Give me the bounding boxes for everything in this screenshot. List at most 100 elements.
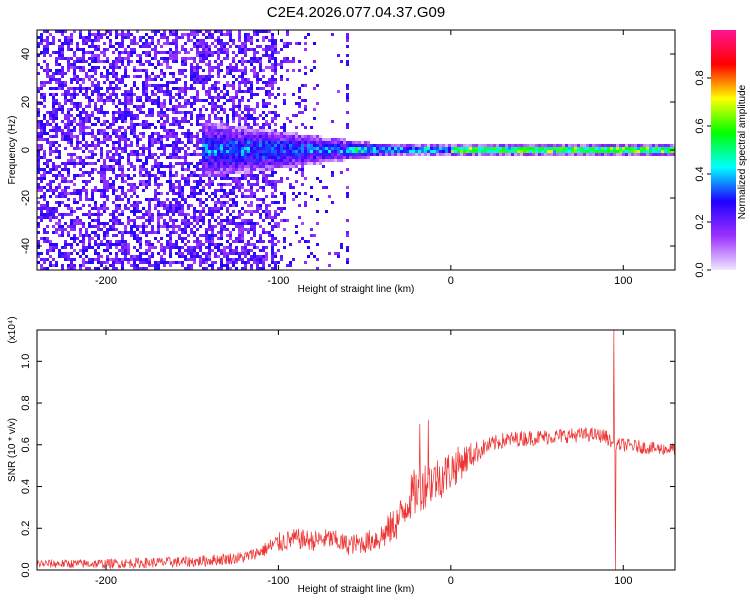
spectrogram-cell <box>271 39 274 42</box>
spectrogram-cell <box>97 138 100 141</box>
spectrogram-cell <box>193 45 196 48</box>
spectrogram-cell <box>334 144 337 147</box>
spectrogram-cell <box>163 51 166 54</box>
spectrogram-cell <box>88 210 91 213</box>
spectrogram-cell <box>229 156 232 159</box>
spectrogram-cell <box>463 150 466 153</box>
spectrogram-cell <box>214 123 217 126</box>
spectrogram-cell <box>235 201 238 204</box>
spectrogram-cell <box>277 213 280 216</box>
spectrogram-cell <box>160 126 163 129</box>
spectrogram-cell <box>76 123 79 126</box>
colorbar-tick-label: 0.6 <box>694 118 706 133</box>
spectrogram-cell <box>214 171 217 174</box>
spectrogram-cell <box>220 159 223 162</box>
spectrogram-cell <box>259 204 262 207</box>
spectrogram-cell <box>136 138 139 141</box>
spectrogram-cell <box>604 144 607 147</box>
spectrogram-cell <box>214 234 217 237</box>
spectrogram-cell <box>58 72 61 75</box>
spectrogram-cell <box>142 81 145 84</box>
spectrogram-cell <box>262 36 265 39</box>
spectrogram-cell <box>115 33 118 36</box>
spectrogram-cell <box>58 186 61 189</box>
spectrogram-cell <box>424 144 427 147</box>
spectrogram-cell <box>256 165 259 168</box>
spectrogram-cell <box>547 147 550 150</box>
spectrogram-cell <box>241 267 244 270</box>
spectrogram-cell <box>241 90 244 93</box>
spectrogram-cell <box>262 135 265 138</box>
spectrogram-cell <box>277 159 280 162</box>
spectrogram-cell <box>655 147 658 150</box>
spectrogram-cell <box>94 189 97 192</box>
spectrogram-cell <box>190 171 193 174</box>
spectrogram-cell <box>124 135 127 138</box>
spectrogram-cell <box>109 159 112 162</box>
spectrogram-cell <box>154 174 157 177</box>
spectrogram-cell <box>130 114 133 117</box>
spectrogram-cell <box>130 111 133 114</box>
spectrogram-cell <box>121 81 124 84</box>
spectrogram-cell <box>181 36 184 39</box>
spectrogram-cell <box>250 147 253 150</box>
spectrogram-cell <box>235 66 238 69</box>
spectrogram-cell <box>64 102 67 105</box>
spectrogram-cell <box>112 234 115 237</box>
spectrogram-cell <box>268 45 271 48</box>
spectrogram-cell <box>148 213 151 216</box>
spectrogram-cell <box>196 174 199 177</box>
spectrogram-cell <box>187 225 190 228</box>
spectrogram-cell <box>262 219 265 222</box>
spectrogram-cell <box>556 147 559 150</box>
spectrogram-cell <box>346 93 349 96</box>
spectrogram-cell <box>97 246 100 249</box>
spectrogram-cell <box>271 45 274 48</box>
spectrogram-cell <box>193 210 196 213</box>
spectrogram-cell <box>115 261 118 264</box>
spectrogram-cell <box>226 54 229 57</box>
spectrogram-cell <box>202 117 205 120</box>
spectrogram-cell <box>226 258 229 261</box>
spectrogram-cell <box>88 240 91 243</box>
spectrogram-cell <box>76 48 79 51</box>
spectrogram-cell <box>538 144 541 147</box>
spectrogram-cell <box>280 141 283 144</box>
spectrogram-cell <box>250 258 253 261</box>
spectrogram-cell <box>229 189 232 192</box>
spectrogram-cell <box>226 72 229 75</box>
spectrogram-cell <box>130 117 133 120</box>
spectrogram-cell <box>208 102 211 105</box>
spectrogram-cell <box>175 186 178 189</box>
spectrogram-cell <box>232 69 235 72</box>
spectrogram-cell <box>49 171 52 174</box>
spectrogram-cell <box>136 123 139 126</box>
spectrogram-cell <box>310 150 313 153</box>
spectrogram-cell <box>187 234 190 237</box>
spectrogram-cell <box>304 108 307 111</box>
spectrogram-cell <box>67 153 70 156</box>
spectrogram-cell <box>292 132 295 135</box>
spectrogram-cell <box>244 45 247 48</box>
spectrogram-cell <box>76 102 79 105</box>
spectrogram-cell <box>181 231 184 234</box>
spectrogram-cell <box>256 78 259 81</box>
spectrogram-cell <box>58 108 61 111</box>
spectrogram-cell <box>259 141 262 144</box>
spectrogram-cell <box>151 132 154 135</box>
spectrogram-cell <box>610 147 613 150</box>
spectrogram-cell <box>133 117 136 120</box>
spectrogram-cell <box>58 171 61 174</box>
spectrogram-cell <box>160 69 163 72</box>
spectrogram-cell <box>118 168 121 171</box>
spectrogram-cell <box>235 111 238 114</box>
spectrogram-cell <box>238 102 241 105</box>
spectrogram-cell <box>478 153 481 156</box>
spectrogram-cell <box>238 69 241 72</box>
spectrogram-cell <box>91 99 94 102</box>
spectrogram-cell <box>241 51 244 54</box>
spectrogram-cell <box>52 216 55 219</box>
spectrogram-cell <box>139 54 142 57</box>
spectrogram-cell <box>175 243 178 246</box>
spectrogram-cell <box>241 42 244 45</box>
